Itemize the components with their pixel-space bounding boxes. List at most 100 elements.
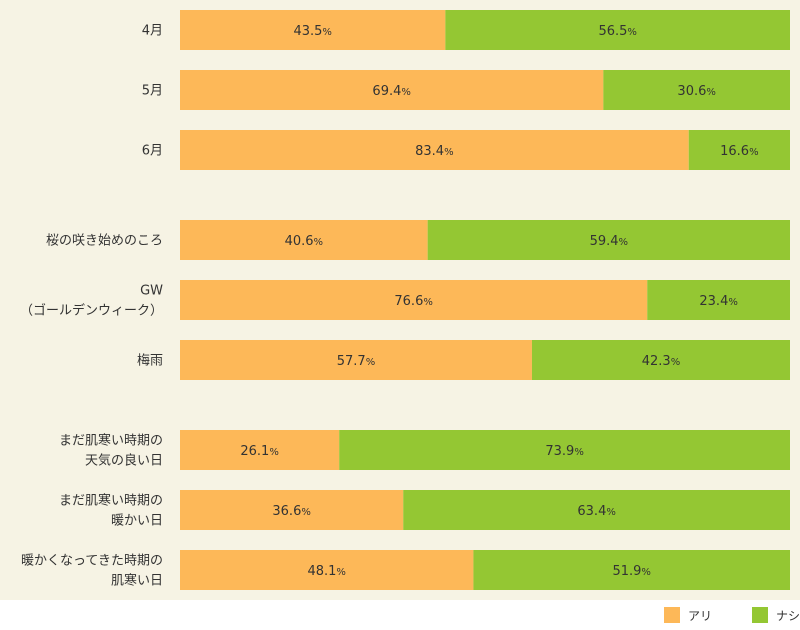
data-label-value: 23.4 [699, 294, 728, 309]
category-label: 5月 [142, 84, 163, 99]
data-label-unit: % [322, 27, 332, 38]
category-label-line: 肌寒い日 [111, 573, 163, 589]
data-label-value: 56.5 [598, 24, 627, 39]
data-label-unit: % [641, 567, 651, 578]
data-label: 51.9% [612, 564, 650, 579]
bar-segment-ari [180, 130, 689, 170]
legend-label: アリ [688, 608, 713, 623]
bar-segment-nashi [603, 70, 790, 110]
data-label-unit: % [619, 237, 629, 248]
category-label: まだ肌寒い時期の天気の良い日 [59, 433, 163, 469]
category-label-line: まだ肌寒い時期の [59, 493, 163, 509]
data-label-value: 16.6 [720, 144, 749, 159]
data-label: 36.6% [272, 504, 310, 519]
bar-segment-ari [180, 490, 404, 530]
bar-segment-nashi [531, 340, 790, 380]
bar-segment-ari [180, 10, 446, 50]
category-label: GW （ゴールデンウィーク） [20, 284, 163, 319]
category-label-line: 6月 [142, 144, 163, 159]
chart-area: 4月 43.5% 56.5% 5月 69.4% 30.6% 6月 83.4% 16.6% 桜の咲き… [0, 0, 800, 600]
data-label-unit: % [401, 87, 411, 98]
data-label-unit: % [444, 147, 454, 158]
data-label-unit: % [314, 237, 324, 248]
data-label: 48.1% [307, 564, 345, 579]
bar-segment-ari [180, 280, 648, 320]
data-label: 23.4% [699, 294, 737, 309]
category-label-line: （ゴールデンウィーク） [20, 303, 163, 319]
data-label-unit: % [336, 567, 346, 578]
data-label-unit: % [728, 297, 738, 308]
data-label-value: 83.4 [415, 144, 444, 159]
data-label-value: 30.6 [677, 84, 706, 99]
data-label: 57.7% [337, 354, 375, 369]
data-label-value: 42.3 [642, 354, 671, 369]
data-label-unit: % [269, 447, 279, 458]
data-label-value: 48.1 [307, 564, 336, 579]
data-label-value: 36.6 [272, 504, 301, 519]
data-label: 26.1% [240, 444, 278, 459]
stacked-bar-chart: 4月 43.5% 56.5%5月 69.4% 30.6%6月 83.4% 16.6%桜の咲き… [20, 10, 790, 590]
legend-swatch [664, 607, 680, 623]
bar-segment-nashi [403, 490, 790, 530]
data-label-value: 26.1 [240, 444, 269, 459]
data-label-unit: % [706, 87, 716, 98]
bar-segment-ari [180, 340, 532, 380]
data-label-unit: % [366, 357, 376, 368]
data-label-unit: % [423, 297, 433, 308]
legend-item: アリ [664, 606, 712, 624]
data-label: 30.6% [677, 84, 715, 99]
data-label-value: 59.4 [590, 234, 619, 249]
category-label-line: 4月 [142, 24, 163, 39]
bar-segment-ari [180, 430, 340, 470]
bar-segment-ari [180, 550, 474, 590]
data-label-unit: % [574, 447, 584, 458]
data-label: 40.6% [285, 234, 323, 249]
legend-item: ナシ [752, 606, 800, 624]
legend-swatch [752, 607, 768, 623]
data-label-value: 43.5 [293, 24, 322, 39]
category-label-line: 暖かい日 [111, 514, 163, 529]
data-label: 69.4% [372, 84, 410, 99]
category-label: 桜の咲き始めのころ [46, 233, 163, 249]
category-label: 梅雨 [137, 354, 163, 369]
category-label-line: 天気の良い日 [85, 453, 163, 469]
data-label-unit: % [301, 507, 311, 518]
data-label-unit: % [606, 507, 616, 518]
data-label-value: 73.9 [545, 444, 574, 459]
data-label-value: 63.4 [577, 504, 606, 519]
data-label-value: 40.6 [285, 234, 314, 249]
bar-segment-nashi [688, 130, 790, 170]
bar-segment-nashi [445, 10, 790, 50]
data-label: 63.4% [577, 504, 615, 519]
bar-segment-nashi [339, 430, 790, 470]
category-label: まだ肌寒い時期の暖かい日 [59, 493, 163, 529]
data-label: 83.4% [415, 144, 453, 159]
bar-segment-nashi [647, 280, 790, 320]
data-label-value: 57.7 [337, 354, 366, 369]
bar-segment-ari [180, 70, 604, 110]
data-label: 16.6% [720, 144, 758, 159]
category-label: 暖かくなってきた時期の肌寒い日 [21, 554, 163, 589]
category-label-line: まだ肌寒い時期の [59, 433, 163, 449]
category-label-line: 梅雨 [137, 354, 163, 369]
data-label: 42.3% [642, 354, 680, 369]
data-label-unit: % [671, 357, 681, 368]
category-label-line: 5月 [142, 84, 163, 99]
data-label: 59.4% [590, 234, 628, 249]
legend-label: ナシ [776, 608, 800, 623]
data-label: 73.9% [545, 444, 583, 459]
data-label: 56.5% [598, 24, 636, 39]
bar-segment-nashi [473, 550, 790, 590]
data-label-unit: % [627, 27, 637, 38]
category-label: 6月 [142, 144, 163, 159]
category-label-line: 桜の咲き始めのころ [46, 233, 163, 249]
category-label: 4月 [142, 24, 163, 39]
legend: アリ ナシ [0, 600, 800, 630]
data-label-unit: % [749, 147, 759, 158]
data-label-value: 76.6 [394, 294, 423, 309]
category-label-line: GW [140, 284, 163, 299]
bar-segment-nashi [427, 220, 790, 260]
bar-segment-ari [180, 220, 428, 260]
data-label-value: 69.4 [372, 84, 401, 99]
category-label-line: 暖かくなってきた時期の [21, 554, 163, 569]
